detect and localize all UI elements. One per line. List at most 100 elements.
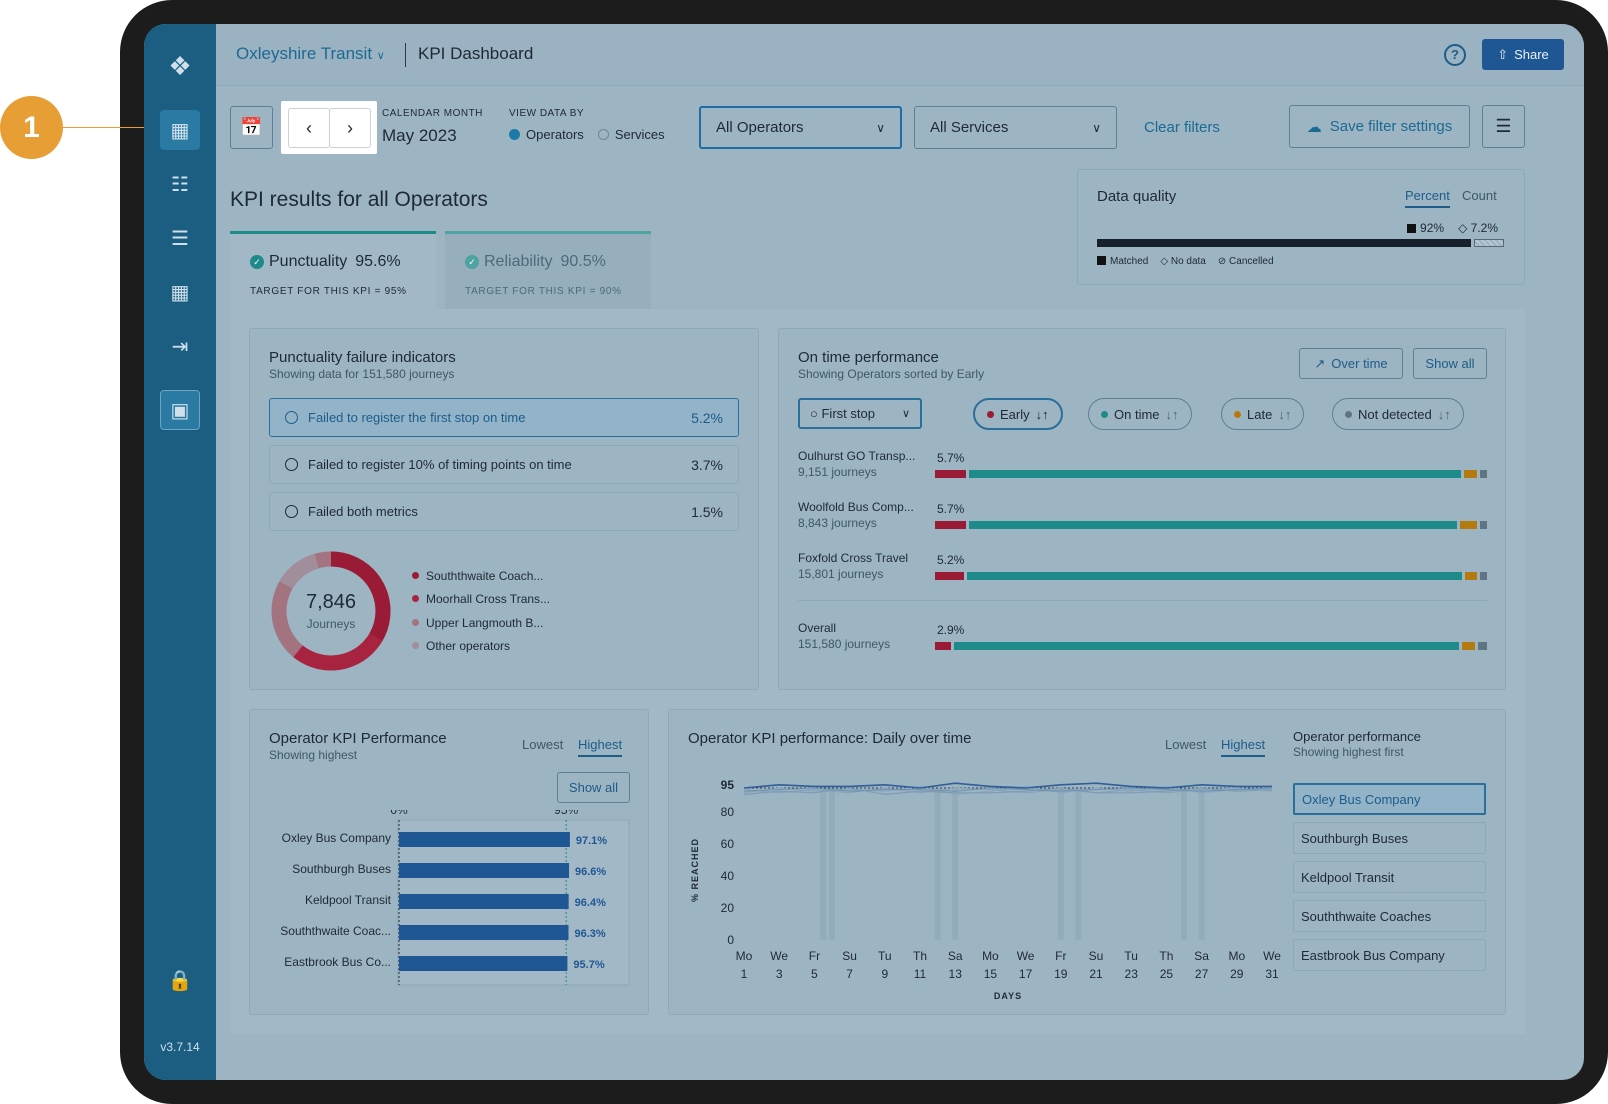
show-all-button[interactable]: Show all — [1413, 348, 1487, 379]
donut-legend-item: Moorhall Cross Trans... — [412, 592, 550, 606]
diamond-icon: ◇ — [1160, 256, 1169, 267]
bar-segment-early — [935, 470, 967, 478]
clear-filters-link[interactable]: Clear filters — [1144, 119, 1220, 136]
weekend-band — [1075, 788, 1082, 940]
failure-row[interactable]: Failed both metrics 1.5% — [269, 492, 739, 531]
brand-switcher[interactable]: Oxleyshire Transit ∨ — [236, 44, 385, 64]
save-filter-button[interactable]: ☁ Save filter settings — [1289, 105, 1470, 148]
x-tick-date: 25 — [1160, 967, 1174, 981]
operator-list-item[interactable]: Southburgh Buses — [1293, 822, 1486, 854]
version-label: v3.7.14 — [160, 1040, 200, 1054]
kpi-heading: KPI results for all Operators — [230, 188, 488, 211]
toggle-lowest[interactable]: Lowest — [522, 737, 564, 752]
operator-kpi-subtitle: Showing highest — [269, 748, 358, 762]
legend-nodata-label: No data — [1170, 256, 1206, 267]
operators-select[interactable]: All Operators ∨ — [699, 106, 902, 149]
filter-menu-icon[interactable]: ☰ — [1482, 105, 1525, 148]
bar-segment-late — [1463, 470, 1478, 478]
dashboard-icon[interactable]: ▦ — [160, 110, 200, 150]
punctuality-failure-card: Punctuality failure indicators Showing d… — [249, 328, 759, 690]
services-select[interactable]: All Services ∨ — [914, 106, 1117, 149]
list-icon[interactable]: ☰ — [171, 227, 189, 250]
sort-arrows-icon: ↓↑ — [1278, 406, 1292, 422]
bar-segment-ontime — [966, 572, 1463, 580]
x-tick-day: Th — [1159, 949, 1173, 963]
on-time-card: On time performance Showing Operators so… — [778, 328, 1506, 690]
app-icon[interactable]: ▣ — [160, 390, 200, 430]
legend-dot — [1101, 410, 1108, 418]
bar-segment-nd — [1480, 521, 1487, 529]
legend-dot — [412, 642, 419, 649]
operator-list-item[interactable]: Souththwaite Coaches — [1293, 900, 1486, 932]
app-logo-icon: ❖ — [168, 51, 192, 81]
bar-category-label: Oxley Bus Company — [282, 831, 391, 845]
toggle-lowest[interactable]: Lowest — [1165, 737, 1207, 752]
tab-reliability-value: 90.5% — [560, 253, 606, 270]
next-month-button[interactable]: › — [329, 108, 371, 148]
bar-segment-ontime — [969, 521, 1457, 529]
sort-arrows-icon: ↓↑ — [1437, 406, 1451, 422]
radio-operators-label: Operators — [526, 127, 584, 142]
top-bar: Oxleyshire Transit ∨ KPI Dashboard ? ⇧ Sh… — [216, 24, 1584, 86]
prev-month-button[interactable]: ‹ — [288, 108, 330, 148]
x-tick-day: Sa — [1194, 949, 1209, 963]
stop-select[interactable]: ○ First stop ∨ — [798, 398, 922, 429]
operator-list-item[interactable]: Keldpool Transit — [1293, 861, 1486, 893]
pill-label: On time — [1114, 406, 1160, 422]
show-all-button[interactable]: Show all — [557, 772, 630, 803]
bar — [399, 863, 570, 878]
donut-souththwaite — [271, 551, 391, 671]
toggle-highest[interactable]: Highest — [578, 737, 623, 757]
sort-pill-on-time[interactable]: On time ↓↑ — [1088, 398, 1192, 430]
x-tick-day: Tu — [878, 949, 892, 963]
bar-segment-early — [935, 642, 951, 650]
sad-face-icon — [285, 505, 298, 518]
bar-segment-early — [935, 521, 967, 529]
x-tick-date: 31 — [1265, 967, 1279, 981]
radio-operators[interactable]: Operators — [509, 127, 584, 142]
operator-list-item[interactable]: Eastbrook Bus Company — [1293, 939, 1486, 971]
services-select-value: All Services — [930, 119, 1009, 136]
daily-title: Operator KPI performance: Daily over tim… — [688, 730, 972, 747]
share-button[interactable]: ⇧ Share — [1482, 39, 1564, 70]
x-tick-day: Fr — [1055, 949, 1066, 963]
clock-icon — [285, 458, 298, 471]
logout-icon[interactable]: ⇥ — [171, 335, 189, 358]
x-tick-day: We — [770, 949, 788, 963]
failure-row[interactable]: Failed to register the first stop on tim… — [269, 398, 739, 437]
toggle-percent[interactable]: Percent — [1405, 188, 1450, 208]
lock-icon[interactable]: 🔒 — [167, 969, 193, 992]
filter-bar: 📅 ‹ › CALENDAR MONTH May 2023 VIEW DATA … — [216, 86, 1584, 172]
calendar-icon[interactable]: 📅 — [230, 106, 273, 149]
operator-list-item[interactable]: Oxley Bus Company — [1293, 783, 1486, 815]
legend-nodata: ◇ No data — [1160, 256, 1206, 267]
bar — [399, 894, 569, 909]
sort-pill-not-detected[interactable]: Not detected ↓↑ — [1332, 398, 1464, 430]
bar-value-label: 96.6% — [575, 866, 606, 878]
diamond-icon: ◇ — [1458, 221, 1468, 235]
toggle-highest[interactable]: Highest — [1221, 737, 1266, 757]
radio-services[interactable]: Services — [597, 127, 665, 142]
weekend-band — [952, 788, 959, 940]
page-title: KPI Dashboard — [418, 44, 534, 63]
operator-list-subtitle: Showing highest first — [1293, 745, 1404, 759]
sort-pill-early[interactable]: Early ↓↑ — [973, 398, 1063, 430]
x-tick-day: Su — [1089, 949, 1104, 963]
tab-reliability[interactable]: ✓ Reliability 90.5% TARGET FOR THIS KPI = … — [445, 231, 651, 309]
grid-icon[interactable]: ▦ — [170, 281, 190, 304]
on-time-row-name: Oulhurst GO Transp... — [798, 449, 916, 463]
failure-row-label: Failed to register 10% of timing points … — [308, 457, 572, 472]
bookmark-icon: ☁ — [1306, 118, 1322, 136]
donut-legend-label: Souththwaite Coach... — [426, 569, 544, 583]
vehicle-icon[interactable]: ☷ — [171, 173, 189, 196]
early-value: 5.7% — [937, 502, 965, 516]
toggle-count[interactable]: Count — [1462, 188, 1497, 203]
help-icon[interactable]: ? — [1444, 44, 1466, 66]
sort-pill-late[interactable]: Late ↓↑ — [1221, 398, 1305, 430]
failure-row[interactable]: Failed to register 10% of timing points … — [269, 445, 739, 484]
legend-dot — [412, 572, 419, 579]
check-icon: ✓ — [250, 255, 264, 269]
over-time-button[interactable]: ↗ Over time — [1299, 348, 1403, 379]
upload-icon: ⇧ — [1497, 46, 1509, 62]
tab-punctuality[interactable]: ✓ Punctuality 95.6% TARGET FOR THIS KPI = … — [230, 231, 436, 309]
